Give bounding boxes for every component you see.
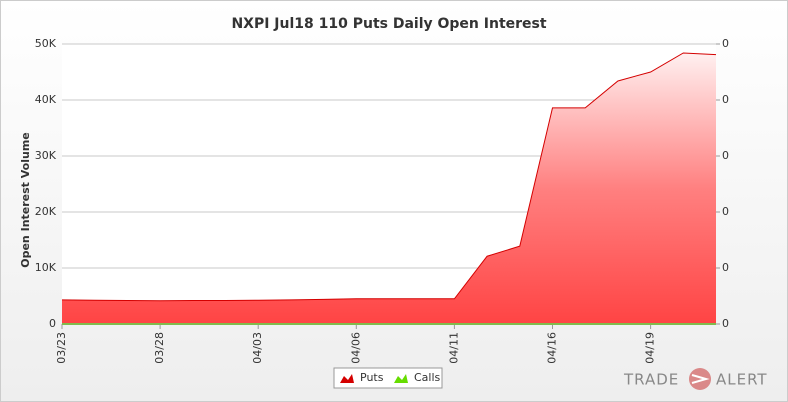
x-tick-label: 04/11 — [447, 332, 460, 364]
watermark-left: TRADE — [623, 371, 679, 389]
y-tick-label: 20K — [35, 205, 57, 218]
x-tick-label: 03/23 — [55, 332, 68, 364]
y-tick-label: 30K — [35, 149, 57, 162]
chart-title: NXPI Jul18 110 Puts Daily Open Interest — [231, 16, 546, 32]
x-tick-label: 04/06 — [349, 332, 362, 364]
x-tick-label: 04/16 — [546, 332, 559, 364]
y-tick-label: 40K — [35, 93, 57, 106]
x-tick-label: 04/19 — [644, 332, 657, 364]
logo-icon — [689, 368, 711, 390]
watermark-right: ALERT — [716, 371, 768, 389]
y2-tick-label: 0 — [722, 205, 729, 218]
series-line — [61, 52, 717, 302]
y2-tick-label: 0 — [722, 317, 729, 330]
y2-tick-label: 0 — [722, 261, 729, 274]
y-axis-label: Open Interest Volume — [19, 132, 32, 268]
y2-tick-label: 0 — [722, 149, 729, 162]
legend-label: Calls — [414, 371, 441, 384]
watermark: TRADE ALERT — [623, 368, 768, 390]
area-fill — [62, 52, 716, 325]
x-tick-label: 03/28 — [153, 332, 166, 364]
legend-label: Puts — [360, 371, 384, 384]
logo-arrow — [691, 374, 710, 384]
y2-tick-label: 0 — [722, 93, 729, 106]
legend: Puts Calls — [333, 367, 443, 389]
y-tick-label: 50K — [35, 37, 57, 50]
legend-swatch — [394, 374, 408, 383]
x-tick-label: 04/03 — [251, 332, 264, 364]
y-tick-label: 10K — [35, 261, 57, 274]
legend-box — [333, 367, 443, 389]
y2-tick-label: 0 — [722, 37, 729, 50]
legend-swatch — [340, 374, 354, 383]
y-tick-label: 0 — [49, 317, 56, 330]
